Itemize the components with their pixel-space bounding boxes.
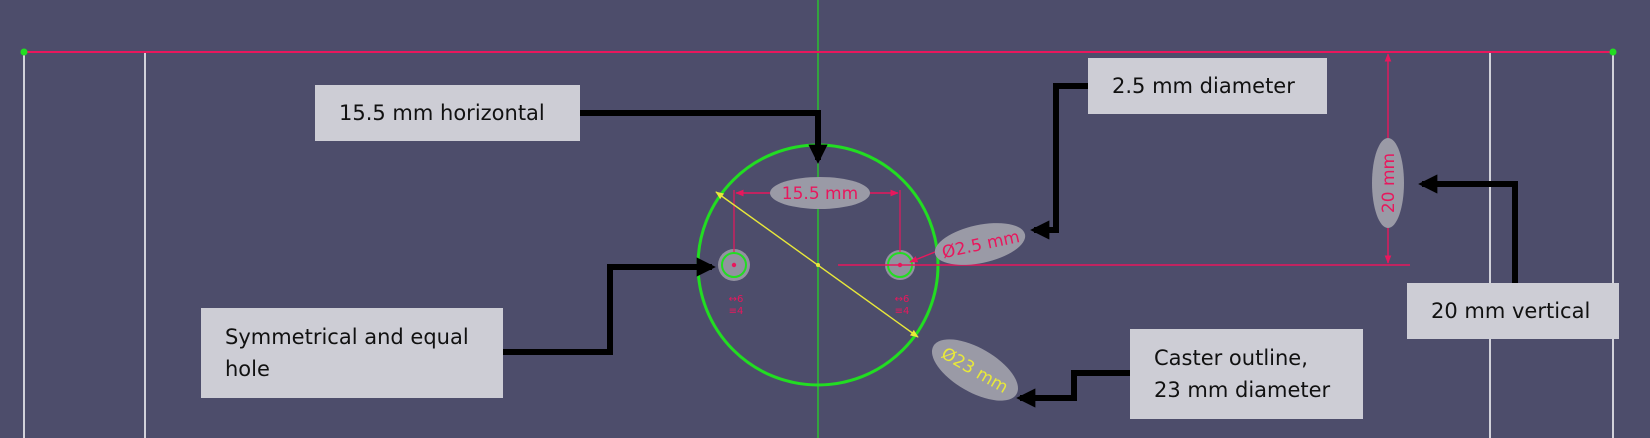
callout-small-diameter-text: 2.5 mm diameter bbox=[1112, 74, 1295, 98]
callout-vertical-text: 20 mm vertical bbox=[1431, 299, 1591, 323]
left-hole-constraint-2: ≡4 bbox=[729, 306, 744, 317]
callout-symmetric: Symmetrical and equal hole bbox=[201, 308, 503, 398]
arrow-caster-callout bbox=[1016, 370, 1130, 408]
caster-dia-label-bubble bbox=[932, 339, 1018, 401]
arrow-small-diameter-callout bbox=[1030, 83, 1088, 240]
callout-caster-text: Caster outline, 23 mm diameter bbox=[1154, 346, 1331, 402]
top-left-endpoint[interactable] bbox=[20, 48, 28, 56]
left-hole-center bbox=[731, 262, 737, 268]
caster-dia-line bbox=[715, 191, 919, 338]
vdim-label-bubble bbox=[1372, 138, 1404, 228]
left-hole-constraint-1: ↔6 bbox=[729, 294, 744, 305]
right-hole-constraint-2: ≡4 bbox=[895, 306, 910, 317]
callout-horizontal: 15.5 mm horizontal bbox=[315, 85, 580, 141]
small-dia-label-bubble bbox=[934, 223, 1026, 265]
arrow-symmetric-callout bbox=[503, 257, 716, 355]
callout-small-diameter: 2.5 mm diameter bbox=[1088, 58, 1327, 114]
top-right-endpoint[interactable] bbox=[1609, 48, 1617, 56]
hdim-label[interactable]: 15.5 mm bbox=[782, 184, 858, 204]
arrow-horizontal-callout bbox=[580, 110, 828, 164]
arrow-vertical-callout bbox=[1418, 174, 1518, 283]
vdim-label[interactable]: 20 mm bbox=[1379, 153, 1399, 213]
callout-caster: Caster outline, 23 mm diameter bbox=[1130, 329, 1363, 419]
callout-symmetric-text: Symmetrical and equal hole bbox=[225, 325, 469, 381]
right-hole-constraint-1: ↔6 bbox=[895, 294, 910, 305]
callout-horizontal-text: 15.5 mm horizontal bbox=[339, 101, 545, 125]
callout-vertical: 20 mm vertical bbox=[1407, 283, 1619, 339]
